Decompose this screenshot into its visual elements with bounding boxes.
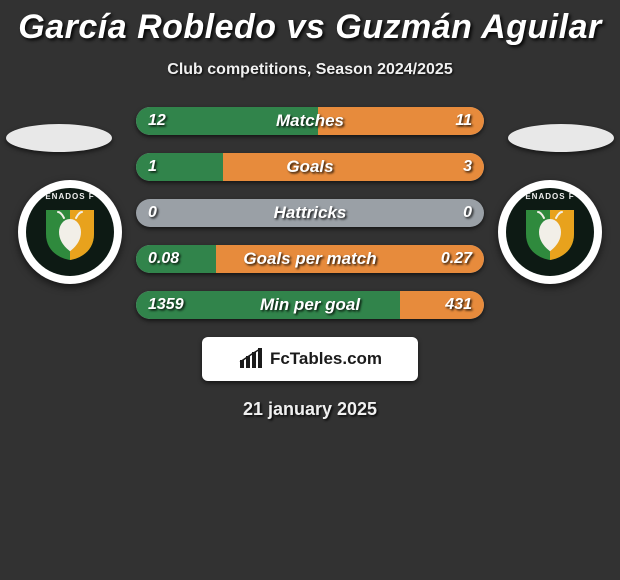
- bars-logo-icon: [238, 348, 264, 370]
- comparison-area: ENADOS F ENADOS F 1211Matches 13Goals 00Ha…: [0, 107, 620, 319]
- subtitle: Club competitions, Season 2024/2025: [0, 61, 620, 79]
- stat-row: 1359431Min per goal: [136, 291, 484, 319]
- club-badge-right-ring-text: ENADOS F: [506, 192, 594, 201]
- club-badge-left-ring-text: ENADOS F: [26, 192, 114, 201]
- site-logo-text: FcTables.com: [270, 349, 382, 369]
- stat-row: 13Goals: [136, 153, 484, 181]
- page-title: García Robledo vs Guzmán Aguilar: [0, 0, 620, 47]
- stat-label: Matches: [136, 107, 484, 135]
- player-right-ellipse: [508, 124, 614, 152]
- date-text: 21 january 2025: [0, 399, 620, 420]
- stat-label: Min per goal: [136, 291, 484, 319]
- stat-label: Hattricks: [136, 199, 484, 227]
- stat-row: 0.080.27Goals per match: [136, 245, 484, 273]
- club-badge-left-shield-icon: [42, 206, 98, 262]
- stat-row: 1211Matches: [136, 107, 484, 135]
- stat-label: Goals: [136, 153, 484, 181]
- stat-row: 00Hattricks: [136, 199, 484, 227]
- player-left-ellipse: [6, 124, 112, 152]
- club-badge-right-shield-icon: [522, 206, 578, 262]
- club-badge-left: ENADOS F: [18, 180, 122, 284]
- site-logo: FcTables.com: [202, 337, 418, 381]
- club-badge-right-inner: ENADOS F: [506, 188, 594, 276]
- club-badge-left-inner: ENADOS F: [26, 188, 114, 276]
- club-badge-right: ENADOS F: [498, 180, 602, 284]
- stat-label: Goals per match: [136, 245, 484, 273]
